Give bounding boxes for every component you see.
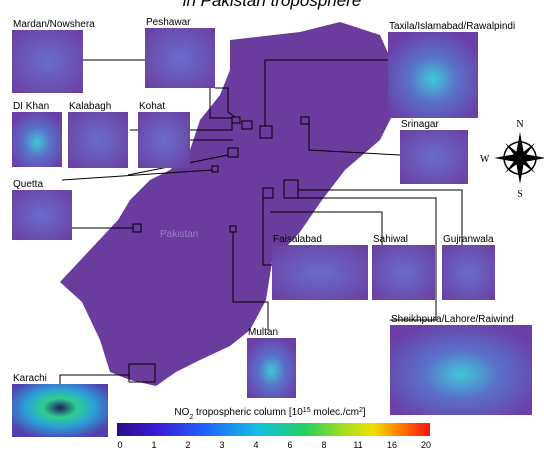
inset-label: Gujranwala <box>443 234 494 245</box>
inset-image <box>12 190 72 240</box>
inset-label: Mardan/Nowshera <box>13 19 95 30</box>
colorbar-tick-label: 0 <box>117 440 122 450</box>
inset-label: Kalabagh <box>69 101 111 112</box>
inset-label: Faisalabad <box>273 234 322 245</box>
cb-title-part: tropospheric column [10 <box>193 407 303 418</box>
inset-image <box>400 130 468 184</box>
colorbar-tick-label: 8 <box>321 440 326 450</box>
inset-label: Sheikhpura/Lahore/Raiwind <box>391 314 514 325</box>
colorbar-tick-label: 16 <box>387 440 397 450</box>
colorbar-tick-label: 3 <box>219 440 224 450</box>
inset-image <box>68 112 128 168</box>
inset-image <box>12 30 83 93</box>
compass: N S E W <box>480 119 544 200</box>
colorbar-tick-label: 11 <box>353 440 362 450</box>
colorbar-tick-label: 1 <box>151 440 156 450</box>
cb-title-part: 15 <box>303 407 311 414</box>
inset-label: Kohat <box>139 101 165 112</box>
compass-n: N <box>516 119 523 130</box>
inset-label: Karachi <box>13 373 47 384</box>
inset-image <box>442 245 495 300</box>
colorbar-tick-label: 20 <box>421 440 431 450</box>
inset-image <box>138 112 190 168</box>
inset-image <box>12 112 62 167</box>
inset-image <box>372 245 435 300</box>
compass-w: W <box>480 154 490 165</box>
colorbar-tick-label: 4 <box>253 440 258 450</box>
inset-label: DI Khan <box>13 101 49 112</box>
inset-label: Quetta <box>13 179 43 190</box>
inset-image <box>272 245 368 300</box>
compass-s: S <box>517 189 523 200</box>
inset-label: Peshawar <box>146 17 191 28</box>
inset-label: Taxila/Islamabad/Rawalpindi <box>389 21 515 32</box>
colorbar-tick-label: 6 <box>287 440 292 450</box>
map-label: Pakistan <box>160 229 198 240</box>
figure: in Pakistan troposphere Pakistan Mardan/… <box>0 0 544 451</box>
inset-image <box>390 325 532 415</box>
inset-image <box>145 28 215 88</box>
cb-title-part: ] <box>363 407 366 418</box>
page: {"title": "in Pakistan troposphere", "in… <box>0 0 544 456</box>
inset-image <box>12 384 108 437</box>
inset-label: Multan <box>248 327 278 338</box>
title: in Pakistan troposphere <box>183 0 362 10</box>
inset-image <box>388 32 478 118</box>
pakistan-map <box>60 22 395 386</box>
inset-label: Sahiwal <box>373 234 408 245</box>
colorbar-title: NO2 tropospheric column [1015 molec./cm2… <box>174 407 365 421</box>
inset-label: Srinagar <box>401 119 439 130</box>
cb-title-part: NO <box>174 407 189 418</box>
colorbar <box>117 423 430 436</box>
cb-title-part: molec./cm <box>311 407 359 418</box>
colorbar-tick-label: 2 <box>185 440 190 450</box>
inset-image <box>247 338 296 398</box>
